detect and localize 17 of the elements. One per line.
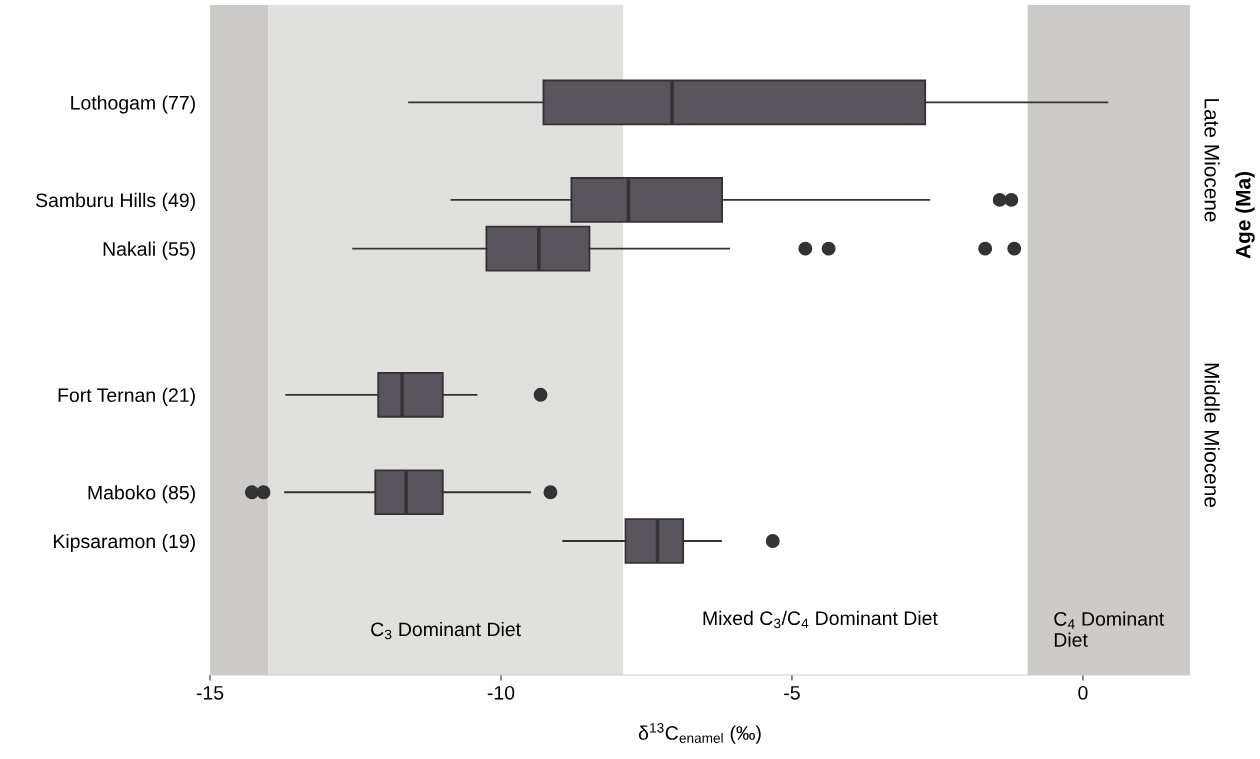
y-tick-label: Lothogam (77) (71, 95, 195, 114)
x-axis-title: δ$^{13}$C$_{enamel}$ (‰) (638, 722, 761, 744)
band-label: C$_{3}$ Dominant Diet (371, 621, 521, 640)
y-tick-label: Nakali (55) (103, 241, 195, 260)
band-label: C$_{4}$ Dominant Diet (1054, 611, 1165, 647)
x-tick-label: 0 (1078, 685, 1088, 700)
text: Mixed C$_{3}$/C$_{4}$ Dominant Diet (703, 610, 938, 629)
y-tick-label: Kipsaramon (19) (53, 533, 195, 553)
y-tick-label: Fort Ternan (21) (58, 387, 195, 406)
y-tick-label: Samburu Hills (49) (36, 192, 195, 211)
text: Late Miocene (1204, 99, 1220, 222)
text: Middle Miocene (1204, 363, 1220, 508)
x-tick-label: -10 (487, 685, 515, 700)
y-axis-title: Age (Ma) (1235, 172, 1255, 259)
x-tick-label: -5 (784, 686, 800, 700)
y-tick-label: Maboko (85) (88, 485, 195, 504)
x-tick-label: -15 (196, 686, 224, 700)
